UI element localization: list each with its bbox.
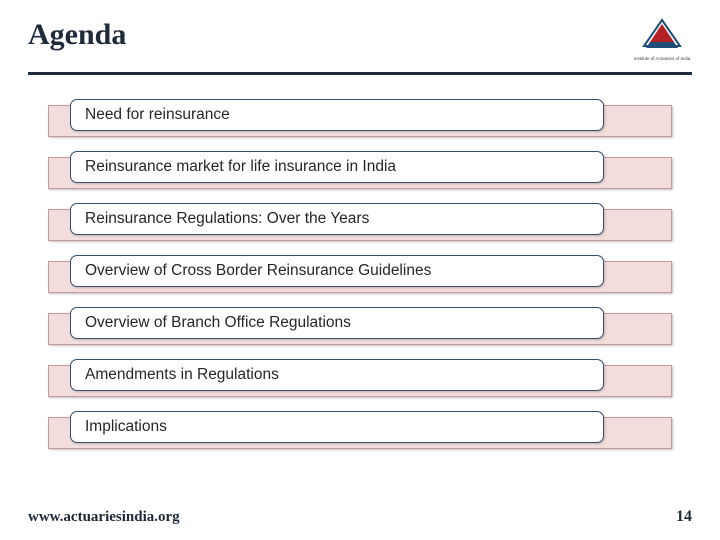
org-logo: Institute of Actuaries of India	[632, 18, 692, 66]
triangle-logo-icon	[640, 18, 684, 56]
footer-page: 14	[676, 508, 692, 526]
list-item: Reinsurance Regulations: Over the Years	[48, 203, 672, 239]
item-front: Reinsurance Regulations: Over the Years	[70, 203, 604, 235]
item-label: Need for reinsurance	[85, 106, 230, 124]
page-title: Agenda	[28, 18, 126, 52]
item-label: Reinsurance market for life insurance in…	[85, 158, 396, 176]
item-label: Overview of Cross Border Reinsurance Gui…	[85, 262, 431, 280]
item-label: Overview of Branch Office Regulations	[85, 314, 351, 332]
list-item: Implications	[48, 411, 672, 447]
item-front: Need for reinsurance	[70, 99, 604, 131]
logo-caption: Institute of Actuaries of India	[632, 57, 692, 62]
agenda-list: Need for reinsurance Reinsurance market …	[28, 99, 692, 447]
item-label: Implications	[85, 418, 167, 436]
item-front: Implications	[70, 411, 604, 443]
header: Agenda Institute of Actuaries of India	[28, 18, 692, 66]
list-item: Reinsurance market for life insurance in…	[48, 151, 672, 187]
item-label: Reinsurance Regulations: Over the Years	[85, 210, 369, 228]
item-front: Reinsurance market for life insurance in…	[70, 151, 604, 183]
slide: Agenda Institute of Actuaries of India N…	[0, 0, 720, 540]
list-item: Overview of Branch Office Regulations	[48, 307, 672, 343]
footer-url: www.actuariesindia.org	[28, 509, 180, 526]
footer: www.actuariesindia.org 14	[28, 508, 692, 526]
list-item: Need for reinsurance	[48, 99, 672, 135]
item-label: Amendments in Regulations	[85, 366, 279, 384]
item-front: Amendments in Regulations	[70, 359, 604, 391]
list-item: Overview of Cross Border Reinsurance Gui…	[48, 255, 672, 291]
item-front: Overview of Cross Border Reinsurance Gui…	[70, 255, 604, 287]
header-divider	[28, 72, 692, 75]
item-front: Overview of Branch Office Regulations	[70, 307, 604, 339]
list-item: Amendments in Regulations	[48, 359, 672, 395]
